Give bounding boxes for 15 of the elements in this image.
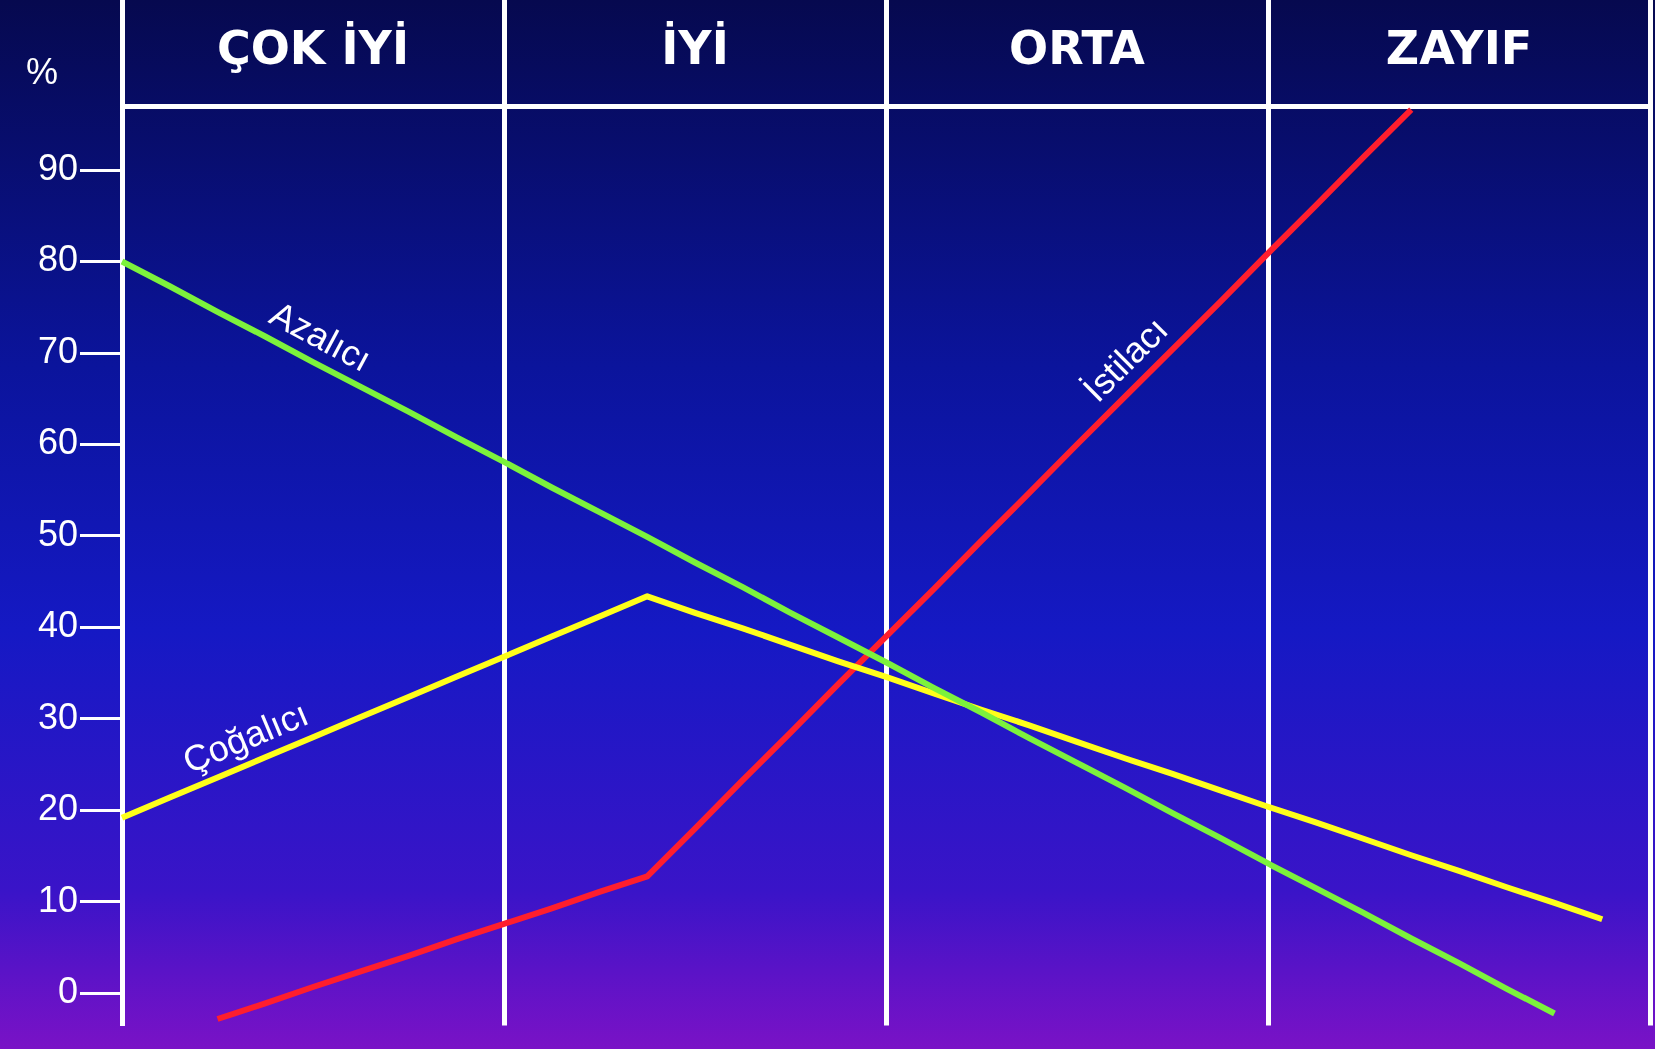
- y-tick-label: 60: [37, 421, 78, 463]
- x-tick-label: İYİ: [661, 21, 729, 76]
- y-tick-label: 90: [37, 146, 78, 188]
- y-tick-label: 30: [37, 695, 78, 737]
- y-tick-label: 20: [37, 787, 78, 829]
- y-tick-label: 70: [37, 329, 78, 371]
- x-tick-label: ORTA: [1009, 21, 1146, 76]
- y-tick-label: 10: [37, 878, 78, 920]
- x-tick-label: ÇOK İYİ: [216, 21, 410, 76]
- y-tick-label: 0: [57, 970, 78, 1012]
- y-tick-label: 80: [37, 238, 78, 280]
- x-tick-label: ZAYIF: [1385, 21, 1533, 76]
- y-tick-label: 40: [37, 604, 78, 646]
- y-axis-title: %: [25, 50, 59, 92]
- y-tick-label: 50: [37, 512, 78, 554]
